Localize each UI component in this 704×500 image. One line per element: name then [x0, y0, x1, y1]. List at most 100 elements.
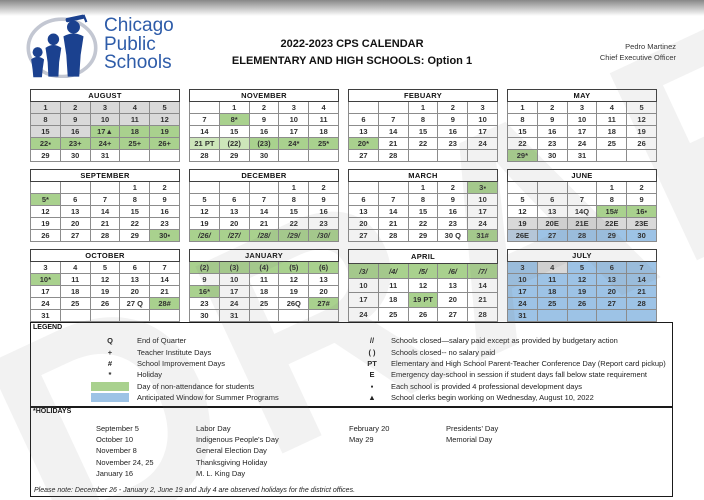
day-cell — [308, 149, 339, 162]
day-cell: 17 — [566, 125, 598, 138]
day-cell: 11 — [59, 273, 91, 286]
day-cell: 20E — [536, 217, 568, 230]
day-cell: 27 — [348, 229, 379, 242]
day-cell: 31 — [566, 149, 598, 162]
holiday-name: General Election Day — [196, 446, 267, 456]
day-cell: 24 — [467, 137, 498, 150]
day-cell: 8* — [218, 113, 250, 126]
legend-item: + Teacher Institute Days — [91, 346, 351, 357]
day-cell: 8 — [30, 113, 61, 126]
day-cell: 28 — [189, 149, 220, 162]
day-cell: 7 — [149, 261, 180, 274]
day-cell: 20 — [348, 217, 379, 230]
day-cell: 30▪ — [149, 229, 180, 242]
day-cell: 7 — [566, 193, 598, 206]
holidays-list: September 5 Labor Day February 20 President… — [96, 423, 606, 479]
day-cell: 18 — [59, 285, 91, 298]
day-cell: 29 — [30, 149, 61, 162]
day-cell: 23 — [189, 297, 220, 310]
month-febuary: FEBUARY 1 2 3 6 7 8 9 10 13 14 15 16 17 20* 21 22 23 24 27 2… — [348, 89, 498, 162]
holiday-name: M. L. King Day — [196, 468, 246, 478]
day-cell: 15 — [218, 125, 250, 138]
day-cell: 30 — [626, 229, 657, 242]
day-cell — [507, 181, 538, 194]
day-cell: 20 — [59, 217, 91, 230]
month-title: APRIL — [348, 248, 498, 265]
day-cell: 21 — [377, 137, 409, 150]
day-cell: 1 — [218, 101, 250, 114]
holiday-date: September 5 — [96, 424, 139, 434]
day-cell: /4/ — [377, 263, 409, 279]
day-cell: 31 — [30, 309, 61, 322]
day-cell — [278, 309, 310, 322]
day-cell: 26 — [30, 229, 61, 242]
day-cell: 11 — [308, 113, 339, 126]
day-cell — [149, 149, 180, 162]
legend-item: * Holiday — [91, 369, 351, 380]
day-cell — [596, 149, 628, 162]
day-cell: 13 — [218, 205, 250, 218]
legend-symbol: ▲ — [368, 393, 376, 403]
day-cell: 20 — [437, 292, 469, 308]
day-cell: 1 — [407, 101, 439, 114]
month-july: JULY 3 4 5 6 7 10 11 12 13 14 17 18 19 20 21 24 25 26 27 28 3… — [507, 249, 657, 322]
day-cell: 14 — [248, 205, 280, 218]
day-cell: 15# — [596, 205, 628, 218]
legend-symbol: * — [108, 370, 112, 380]
legend-box: LEGEND Q End of Quarter + Teacher Institute… — [30, 322, 673, 408]
legend-item: // Schools closed—salary paid except as p… — [361, 335, 671, 346]
day-cell: 7 — [89, 193, 121, 206]
day-cell: 12 — [149, 113, 180, 126]
day-cell: 21 — [467, 292, 498, 308]
day-cell: 22 — [407, 217, 439, 230]
day-cell: 18 — [377, 292, 409, 308]
day-cell: 17 — [467, 205, 498, 218]
day-cell: 15 — [507, 125, 538, 138]
holiday-row: November 24, 25 Thanksgiving Holiday — [96, 457, 606, 468]
day-cell: 25 — [377, 306, 409, 323]
day-cell: 9 — [437, 113, 469, 126]
day-cell: 14 — [149, 273, 180, 286]
day-cell: 23+ — [59, 137, 91, 150]
month-august: AUGUST 1 2 3 4 5 8 9 10 11 12 15 16 17▲ 18 19 22▪ 23+ 24+ 2… — [30, 89, 180, 162]
cps-logo-text: Chicago Public Schools — [104, 16, 174, 74]
legend-symbol: ▪ — [370, 381, 374, 391]
day-cell — [536, 181, 568, 194]
day-cell — [437, 149, 469, 162]
month-september: SEPTEMBER 1 2 5* 6 7 8 9 12 13 14 15 16 19 20 21 22 23 26 2… — [30, 169, 180, 242]
month-march: MARCH 1 2 3▪ 6 7 8 9 10 13 14 15 16 17 20 21 22 23 24 27 28 2… — [348, 169, 498, 242]
day-cell — [596, 309, 628, 322]
day-cell: 6 — [119, 261, 151, 274]
day-cell: 26Q — [278, 297, 310, 310]
day-cell: 13 — [308, 273, 339, 286]
day-cell: 24 — [566, 137, 598, 150]
day-cell: 9 — [248, 113, 280, 126]
day-cell: /3/ — [348, 263, 379, 279]
day-cell: 19 — [149, 125, 180, 138]
logo-line-3: Schools — [104, 52, 172, 74]
month-title: OCTOBER — [30, 249, 180, 262]
day-cell: 24 — [348, 306, 379, 323]
holidays-box: *HOLIDAYS September 5 Labor Day February 2… — [30, 406, 673, 497]
day-cell — [377, 101, 409, 114]
day-cell: 22 — [507, 137, 538, 150]
day-cell: 13 — [536, 205, 568, 218]
day-cell: (2) — [189, 261, 220, 274]
legend-label: Emergency day-school in session if stude… — [391, 370, 647, 380]
day-cell: 17▲ — [89, 125, 121, 138]
month-title: FEBUARY — [348, 89, 498, 102]
day-cell: 8 — [119, 193, 151, 206]
day-cell: 12 — [30, 205, 61, 218]
day-cell: 24+ — [89, 137, 121, 150]
day-cell: 30 — [536, 149, 568, 162]
day-cell: (4) — [248, 261, 280, 274]
day-cell: /30/ — [308, 229, 339, 242]
month-november: NOVEMBER 1 2 3 4 7 8* 9 10 11 14 15 16 17 18 21 PT (22)(… — [189, 89, 339, 162]
day-cell: 22E — [596, 217, 628, 230]
day-cell: 30 — [189, 309, 220, 322]
day-cell: 10 — [89, 113, 121, 126]
day-cell: 13 — [596, 273, 628, 286]
day-cell: 31 — [218, 309, 250, 322]
page-title: 2022-2023 CPS CALENDAR ELEMENTARY AND HI… — [177, 38, 527, 67]
